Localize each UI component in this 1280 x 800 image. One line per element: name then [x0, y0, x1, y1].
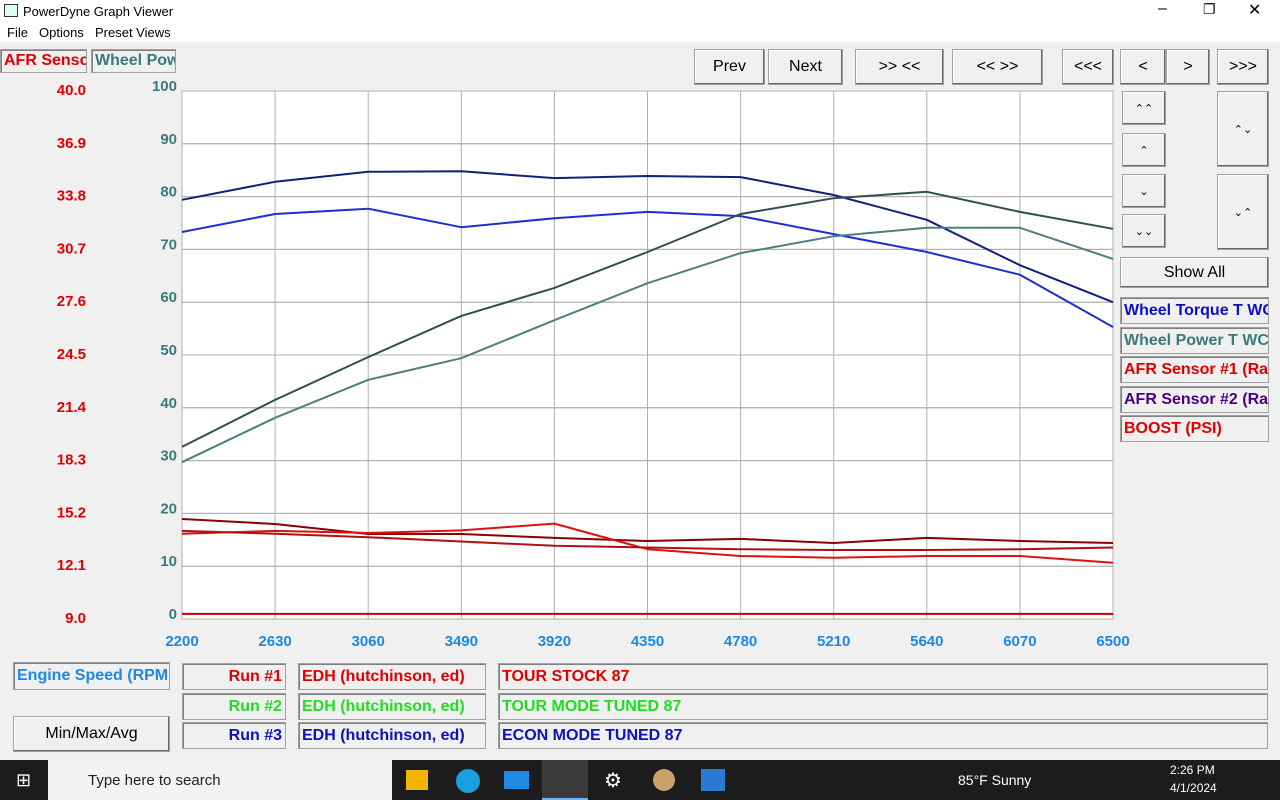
scroll-top[interactable]: ⌃⌃	[1122, 91, 1166, 125]
axis-tab[interactable]: Wheel Pow	[91, 49, 176, 73]
y-tick-label: 33.8	[57, 188, 86, 205]
search-placeholder: Type here to search	[88, 772, 221, 789]
y-tick-label: 36.9	[57, 135, 86, 152]
legend-item[interactable]: BOOST (PSI)	[1120, 415, 1269, 442]
show-all-button[interactable]: Show All	[1120, 257, 1269, 288]
y2-tick-label: 30	[160, 448, 177, 465]
weather[interactable]: 85°F Sunny	[958, 772, 1032, 788]
scroll-far-right[interactable]: >>>	[1217, 49, 1269, 85]
photos-icon[interactable]	[701, 769, 725, 791]
scroll-left[interactable]: <	[1120, 49, 1166, 85]
paint-icon[interactable]	[653, 769, 675, 791]
y-tick-label: 30.7	[57, 240, 86, 257]
window-title: PowerDyne Graph Viewer	[23, 4, 174, 19]
x-tick-label: 6500	[1096, 633, 1129, 650]
title-bar: PowerDyne Graph Viewer – ❐ ✕	[0, 0, 1280, 22]
run-customer: EDH (hutchinson, ed)	[298, 722, 486, 749]
maximize[interactable]: ❐	[1203, 1, 1216, 17]
scale-down[interactable]: ⌄⌃	[1217, 174, 1269, 250]
clock-time[interactable]: 2:26 PM	[1170, 763, 1215, 777]
data-line	[181, 190, 1114, 448]
y2-tick-label: 10	[160, 553, 177, 570]
axis-tab[interactable]: AFR Senso	[0, 49, 87, 73]
edge-icon[interactable]	[456, 769, 480, 793]
app-icon-active[interactable]	[542, 760, 588, 800]
y-tick-label: 18.3	[57, 452, 86, 469]
y2-tick-label: 20	[160, 500, 177, 517]
run-label[interactable]: Run #1	[182, 663, 286, 690]
start-button[interactable]: ⊞	[16, 770, 32, 790]
scroll-up[interactable]: ⌃	[1122, 133, 1166, 167]
x-tick-label: 5210	[817, 633, 850, 650]
legend-item[interactable]: Wheel Power T WC	[1120, 326, 1269, 354]
explorer-icon[interactable]	[406, 770, 428, 790]
stats-button[interactable]: Min/Max/Avg	[13, 716, 170, 752]
y-tick-label: 9.0	[65, 610, 86, 627]
search-box[interactable]: Type here to search	[48, 760, 392, 800]
chart: 2200 2630 3060 3490 3920 4350 4780 5210 5640 6070…	[57, 78, 1130, 650]
mail-icon[interactable]	[504, 771, 529, 789]
run-description: TOUR STOCK 87	[498, 663, 1268, 690]
menu-item[interactable]: Options	[39, 25, 84, 40]
x-tick-label: 3490	[445, 633, 478, 650]
run-customer: EDH (hutchinson, ed)	[298, 692, 486, 720]
scroll-bottom[interactable]: ⌄⌄	[1122, 214, 1166, 248]
menu-item[interactable]: File	[7, 25, 28, 40]
data-line	[181, 518, 1114, 544]
legend-item[interactable]: AFR Sensor #2 (Ra	[1120, 385, 1269, 413]
scroll-far-left[interactable]: <<<	[1062, 49, 1114, 85]
y2-tick-label: 100	[152, 78, 177, 95]
run-description: TOUR MODE TUNED 87	[498, 692, 1268, 720]
data-line	[181, 529, 1114, 551]
x-channel[interactable]: Engine Speed (RPM	[13, 662, 170, 690]
x-tick-label: 4350	[631, 633, 664, 650]
y2-tick-label: 80	[160, 184, 177, 201]
prev-button[interactable]: Prev	[694, 49, 765, 85]
y-tick-label: 15.2	[57, 504, 86, 521]
data-line	[181, 170, 1114, 304]
settings-icon[interactable]: ⚙	[604, 770, 622, 792]
y2-tick-label: 70	[160, 236, 177, 253]
scale-up[interactable]: ⌃⌄	[1217, 91, 1269, 167]
y2-tick-label: 60	[160, 289, 177, 306]
clock-date[interactable]: 4/1/2024	[1170, 781, 1217, 795]
x-tick-label: 2200	[165, 633, 198, 650]
scroll-down[interactable]: ⌄	[1122, 174, 1166, 208]
x-tick-label: 2630	[258, 633, 291, 650]
run-label[interactable]: Run #3	[182, 722, 286, 749]
menu-item[interactable]: Preset Views	[95, 25, 171, 40]
data-line	[181, 207, 1114, 328]
data-line	[181, 226, 1114, 464]
legend-item[interactable]: AFR Sensor #1 (Ra	[1120, 356, 1269, 383]
close[interactable]: ✕	[1248, 2, 1262, 19]
x-tick-label: 3920	[538, 633, 571, 650]
y2-tick-label: 0	[169, 606, 177, 623]
x-tick-label: 4780	[724, 633, 757, 650]
run-label[interactable]: Run #2	[182, 692, 286, 720]
minimize[interactable]: –	[1158, 0, 1167, 17]
app-icon	[4, 4, 18, 17]
x-tick-label: 6070	[1003, 633, 1036, 650]
x-tick-label: 5640	[910, 633, 943, 650]
y-tick-label: 12.1	[57, 557, 86, 574]
y2-tick-label: 40	[160, 395, 177, 412]
zoom-in-button[interactable]: >> <<	[855, 49, 944, 85]
legend-item[interactable]: Wheel Torque T WC	[1120, 297, 1269, 324]
x-tick-label: 3060	[352, 633, 385, 650]
run-description: ECON MODE TUNED 87	[498, 722, 1268, 749]
next-button[interactable]: Next	[768, 49, 843, 85]
y-tick-label: 21.4	[57, 399, 87, 416]
taskbar: ⊞ Type here to search ⚙ 85°F Sunny 2:26 …	[0, 760, 1280, 800]
menu-bar: File Options Preset Views	[0, 22, 1280, 42]
y-tick-label: 24.5	[57, 346, 86, 363]
scroll-right[interactable]: >	[1166, 49, 1210, 85]
zoom-out-button[interactable]: << >>	[952, 49, 1043, 85]
y2-tick-label: 90	[160, 131, 177, 148]
data-line	[181, 522, 1114, 564]
y-tick-label: 40.0	[57, 82, 86, 99]
run-customer: EDH (hutchinson, ed)	[298, 663, 486, 690]
y2-tick-label: 50	[160, 342, 177, 359]
y-tick-label: 27.6	[57, 293, 86, 310]
